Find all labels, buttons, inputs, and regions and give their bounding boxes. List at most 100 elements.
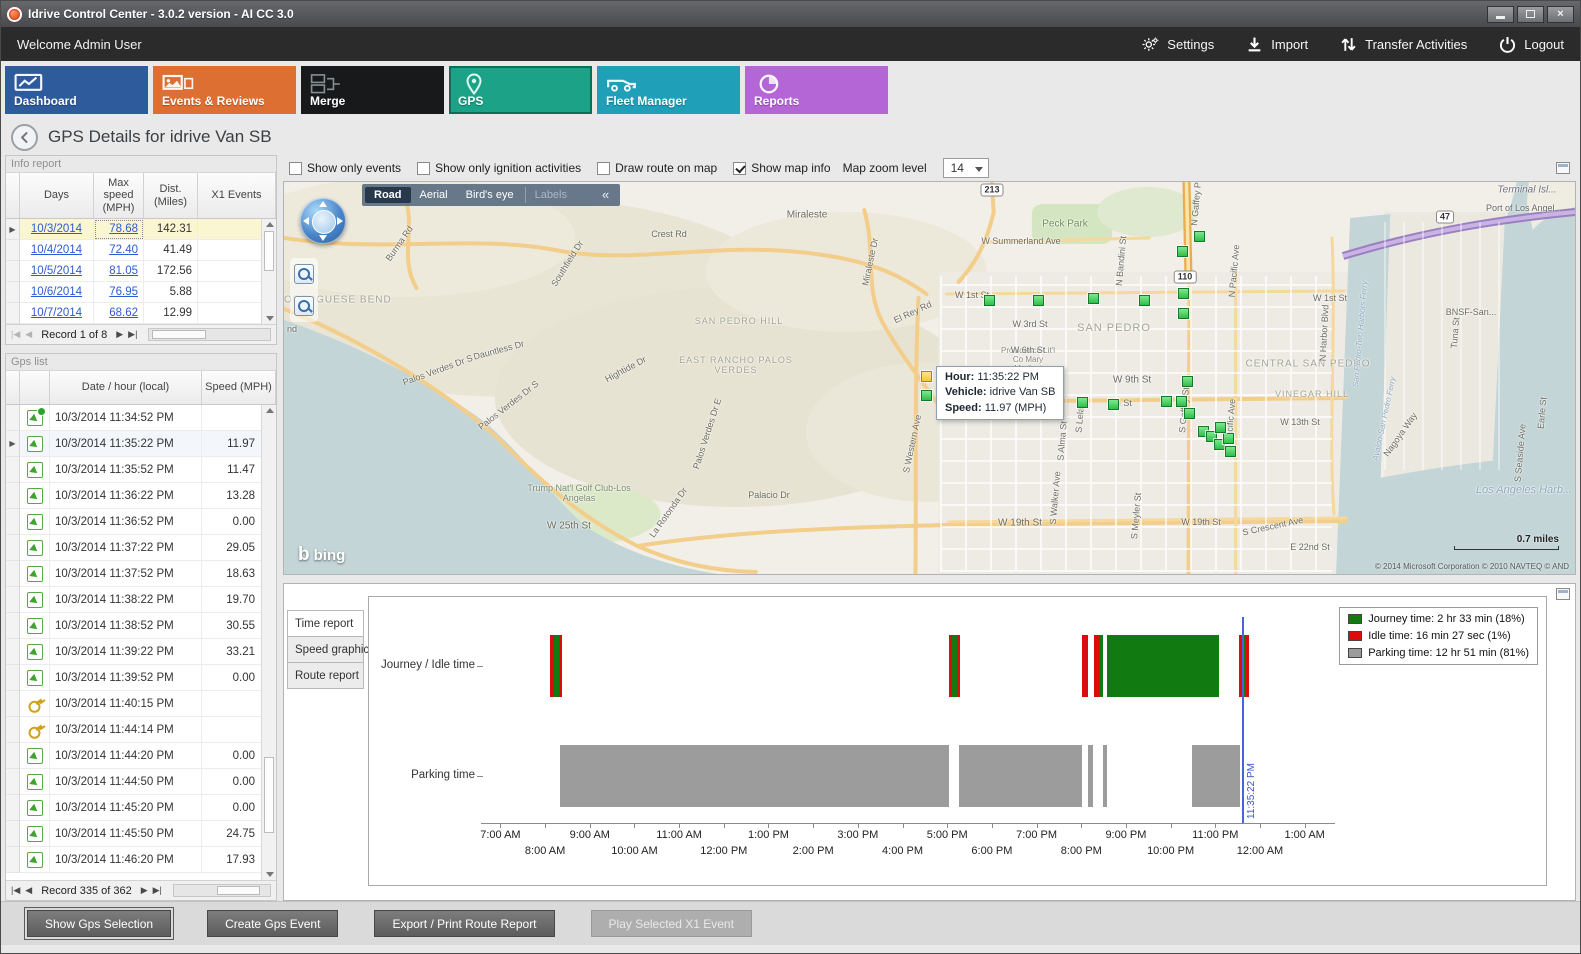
map-style-road[interactable]: Road — [365, 187, 411, 203]
scrollbar-thumb[interactable] — [217, 886, 261, 895]
gps-list-row[interactable]: 10/3/2014 11:40:15 PM — [6, 691, 276, 717]
info-table-row[interactable]: 10/4/2014 72.40 41.49 — [6, 240, 276, 261]
gps-list-row[interactable]: ▶ 10/3/2014 11:35:22 PM 11.97 — [6, 431, 276, 457]
gps-list-row[interactable]: 10/3/2014 11:44:14 PM — [6, 717, 276, 743]
pager-first-button[interactable]: |◀ — [11, 885, 21, 895]
checkbox-show-map-info[interactable]: Show map info — [733, 161, 831, 175]
tab-route-report[interactable]: Route report — [287, 662, 364, 689]
minimize-button[interactable] — [1487, 5, 1514, 23]
gps-list-row[interactable]: 10/3/2014 11:38:22 PM 19.70 — [6, 587, 276, 613]
close-button[interactable]: × — [1547, 5, 1574, 23]
map-panel[interactable]: Miraleste Peck Park W Summerland Ave Crest … — [283, 181, 1576, 575]
pager-scrollbar[interactable] — [172, 884, 271, 897]
gps-list-row[interactable]: 10/3/2014 11:44:50 PM 0.00 — [6, 769, 276, 795]
gps-marker[interactable] — [1194, 231, 1205, 242]
show-gps-selection-button[interactable]: Show Gps Selection — [27, 910, 172, 937]
checkbox-draw-route-on-map[interactable]: Draw route on map — [597, 161, 717, 175]
max-speed-link[interactable]: 81.05 — [94, 261, 144, 282]
menu-item-transfer[interactable]: Transfer Activities — [1340, 36, 1467, 53]
max-speed-link[interactable]: 72.40 — [94, 240, 144, 261]
back-button[interactable] — [11, 123, 38, 151]
info-table-row[interactable]: ▶ 10/3/2014 78.68 142.31 — [6, 219, 276, 240]
collapse-chart-panel-button[interactable] — [1556, 588, 1570, 600]
pager-prev-button[interactable]: ◀ — [25, 885, 33, 895]
gps-list-row[interactable]: 10/3/2014 11:34:52 PM — [6, 405, 276, 431]
create-gps-event-button[interactable]: Create Gps Event — [207, 910, 339, 937]
gps-list-row[interactable]: 10/3/2014 11:37:22 PM 29.05 — [6, 535, 276, 561]
nav-tile-events[interactable]: Events & Reviews — [153, 66, 296, 114]
gps-list-row[interactable]: 10/3/2014 11:45:20 PM 0.00 — [6, 795, 276, 821]
column-header-days[interactable]: Days — [20, 173, 94, 218]
gps-marker[interactable] — [1184, 408, 1195, 419]
day-link[interactable]: 10/6/2014 — [20, 282, 94, 303]
selected-gps-marker[interactable] — [921, 371, 932, 382]
gps-marker[interactable] — [1214, 439, 1225, 450]
max-speed-link[interactable]: 78.68 — [94, 219, 144, 240]
menu-item-logout[interactable]: Logout — [1499, 36, 1564, 53]
gps-list-row[interactable]: 10/3/2014 11:45:50 PM 24.75 — [6, 821, 276, 847]
gps-marker[interactable] — [1176, 396, 1187, 407]
scrollbar-thumb[interactable] — [264, 231, 274, 271]
info-table-row[interactable]: 10/5/2014 81.05 172.56 — [6, 261, 276, 282]
gps-list-row[interactable]: 10/3/2014 11:36:52 PM 0.00 — [6, 509, 276, 535]
pager-next-button[interactable]: ▶ — [116, 329, 124, 339]
gps-marker[interactable] — [1223, 433, 1234, 444]
gps-list-row[interactable]: 10/3/2014 11:36:22 PM 13.28 — [6, 483, 276, 509]
gps-list-row[interactable]: 10/3/2014 11:39:52 PM 0.00 — [6, 665, 276, 691]
gps-marker[interactable] — [1177, 246, 1188, 257]
map-compass-control[interactable] — [300, 198, 346, 244]
map-tabs-collapse-button[interactable]: « — [602, 186, 610, 202]
pager-next-button[interactable]: ▶ — [140, 885, 148, 895]
column-header-x1-events[interactable]: X1 Events — [198, 173, 276, 218]
map-zoom-select[interactable]: 14 — [942, 158, 989, 178]
gps-list-scrollbar[interactable] — [261, 405, 276, 880]
info-table-row[interactable]: 10/6/2014 76.95 5.88 — [6, 282, 276, 303]
gps-marker[interactable] — [1033, 295, 1044, 306]
column-header-distance[interactable]: Dist. (Miles) — [144, 173, 198, 218]
info-report-scrollbar[interactable] — [261, 219, 276, 324]
collapse-map-panel-button[interactable] — [1556, 162, 1570, 174]
nav-tile-gps[interactable]: GPS — [449, 66, 592, 114]
export-print-route-report-button[interactable]: Export / Print Route Report — [374, 910, 555, 937]
gps-marker[interactable] — [1108, 399, 1119, 410]
day-link[interactable]: 10/4/2014 — [20, 240, 94, 261]
tab-time-report[interactable]: Time report — [287, 610, 364, 637]
nav-tile-merge[interactable]: Merge — [301, 66, 444, 114]
gps-list-row[interactable]: 10/3/2014 11:46:20 PM 17.93 — [6, 847, 276, 873]
day-link[interactable]: 10/3/2014 — [20, 219, 94, 240]
gps-list-row[interactable]: 10/3/2014 11:37:52 PM 18.63 — [6, 561, 276, 587]
pager-prev-button[interactable]: ◀ — [25, 329, 33, 339]
day-link[interactable]: 10/7/2014 — [20, 303, 94, 324]
pager-scrollbar[interactable] — [148, 328, 271, 341]
gps-marker[interactable] — [1088, 293, 1099, 304]
checkbox-show-only-ignition-activities[interactable]: Show only ignition activities — [417, 161, 581, 175]
gps-list-row[interactable]: 10/3/2014 11:44:20 PM 0.00 — [6, 743, 276, 769]
nav-tile-reports[interactable]: Reports — [745, 66, 888, 114]
gps-marker[interactable] — [1139, 295, 1150, 306]
gps-marker[interactable] — [1161, 396, 1172, 407]
gps-list-row[interactable]: 10/3/2014 11:39:22 PM 33.21 — [6, 639, 276, 665]
gps-marker[interactable] — [1178, 288, 1189, 299]
column-header-max-speed[interactable]: Max speed (MPH) — [94, 173, 144, 218]
gps-marker[interactable] — [984, 295, 995, 306]
gps-marker[interactable] — [921, 390, 932, 401]
map-style-bird-s-eye[interactable]: Bird's eye — [465, 189, 514, 201]
max-speed-link[interactable]: 68.62 — [94, 303, 144, 324]
zoom-in-button[interactable] — [294, 264, 314, 284]
info-table-row[interactable]: 10/7/2014 68.62 12.99 — [6, 303, 276, 324]
gps-list-row[interactable]: 10/3/2014 11:38:52 PM 30.55 — [6, 613, 276, 639]
nav-tile-dashboard[interactable]: Dashboard — [5, 66, 148, 114]
maximize-button[interactable] — [1517, 5, 1544, 23]
gps-marker[interactable] — [1178, 308, 1189, 319]
scrollbar-thumb[interactable] — [151, 330, 207, 339]
pager-last-button[interactable]: ▶| — [152, 885, 162, 895]
gps-marker[interactable] — [1182, 376, 1193, 387]
max-speed-link[interactable]: 76.95 — [94, 282, 144, 303]
column-header-datetime[interactable]: Date / hour (local) — [50, 371, 202, 404]
gps-marker[interactable] — [1215, 422, 1226, 433]
day-link[interactable]: 10/5/2014 — [20, 261, 94, 282]
map-style-labels[interactable]: Labels — [524, 187, 576, 203]
map-style-aerial[interactable]: Aerial — [419, 189, 448, 201]
nav-tile-fleet[interactable]: Fleet Manager — [597, 66, 740, 114]
gps-marker[interactable] — [1225, 446, 1236, 457]
